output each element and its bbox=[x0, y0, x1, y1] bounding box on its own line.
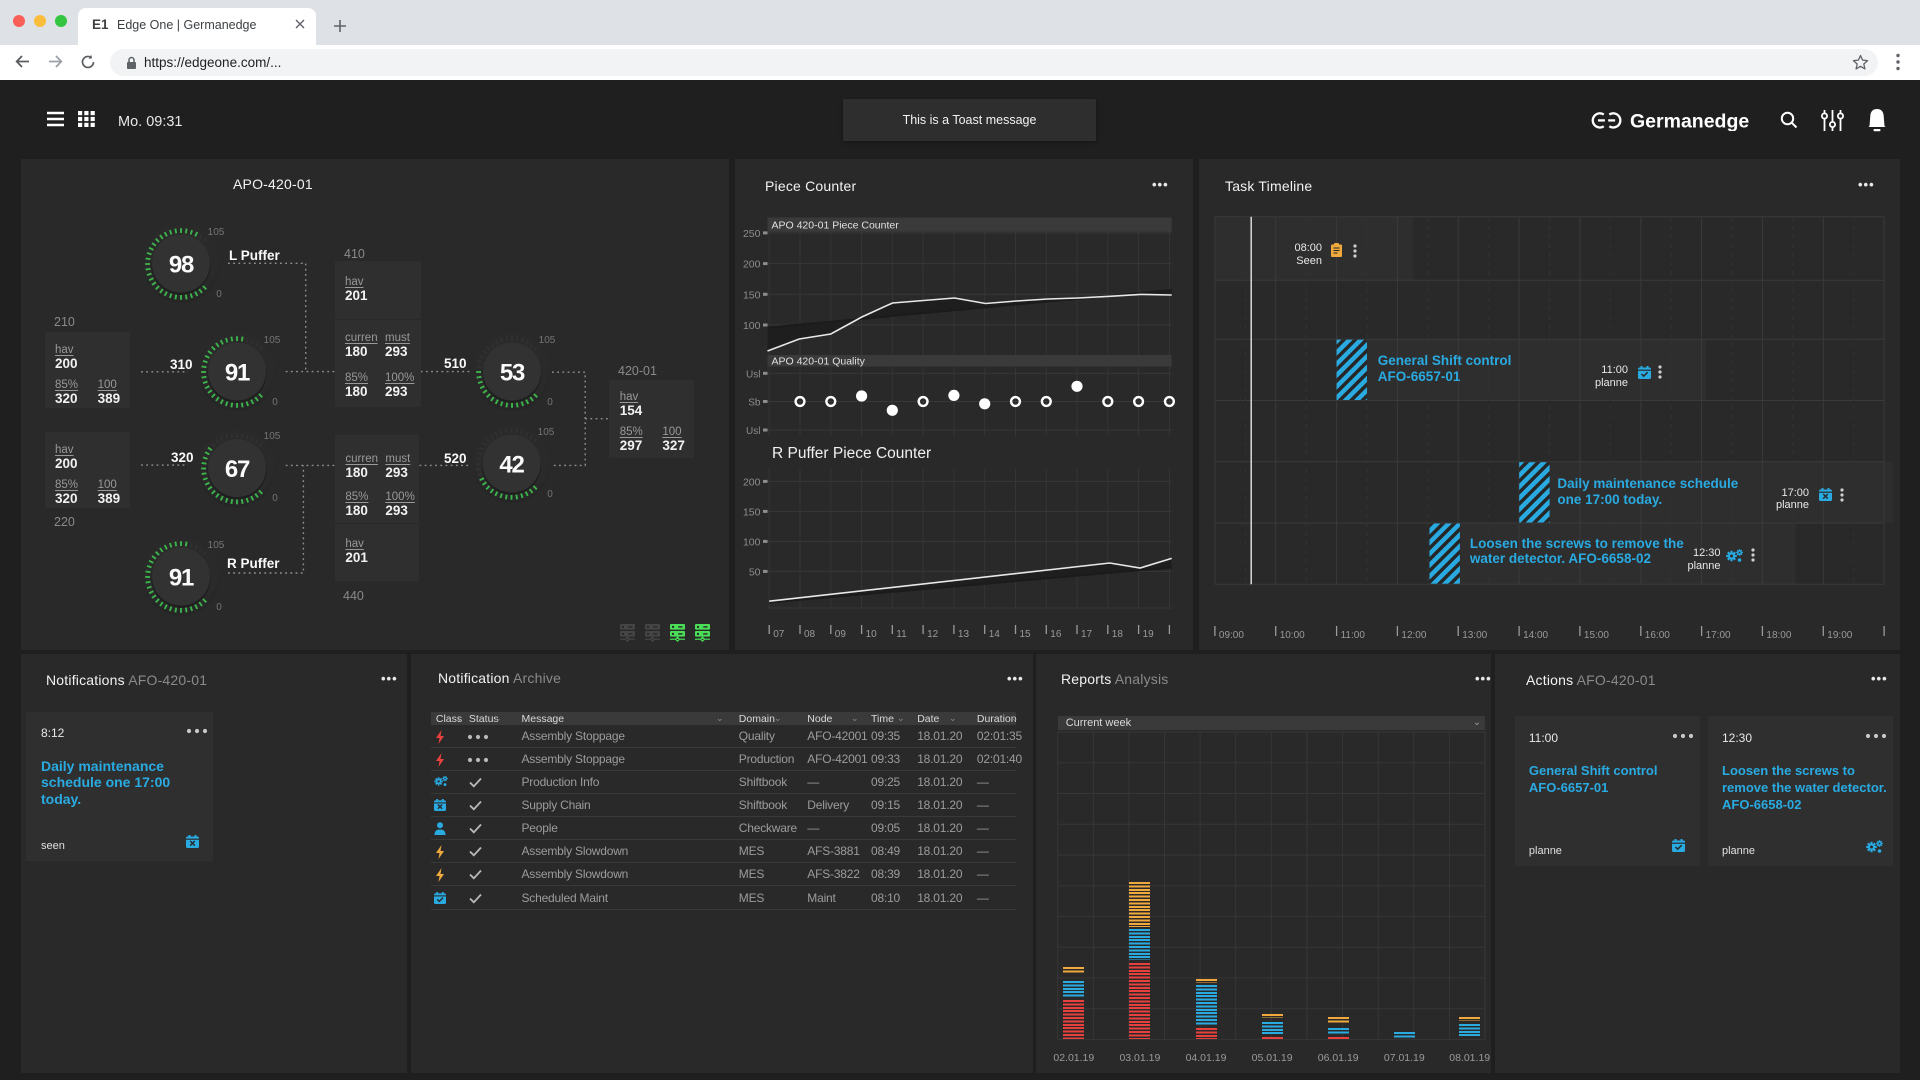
svg-text:17:00: 17:00 bbox=[1706, 630, 1731, 641]
svg-text:42: 42 bbox=[499, 452, 524, 479]
svg-text:13:00: 13:00 bbox=[1462, 630, 1487, 641]
svg-text:17: 17 bbox=[1081, 629, 1093, 640]
svg-text:09:00: 09:00 bbox=[1219, 630, 1244, 641]
svg-text:250: 250 bbox=[743, 228, 761, 240]
svg-text:0: 0 bbox=[272, 493, 278, 504]
svg-text:16:00: 16:00 bbox=[1645, 630, 1670, 641]
svg-text:14: 14 bbox=[989, 629, 1001, 640]
svg-text:105: 105 bbox=[538, 427, 555, 438]
svg-text:Usl: Usl bbox=[746, 369, 760, 380]
svg-text:07: 07 bbox=[773, 629, 785, 640]
svg-text:APO 420-01 Piece Counter: APO 420-01 Piece Counter bbox=[772, 220, 900, 232]
svg-text:11:00: 11:00 bbox=[1341, 630, 1366, 641]
svg-text:19: 19 bbox=[1143, 629, 1155, 640]
svg-text:11: 11 bbox=[896, 629, 907, 640]
svg-text:100: 100 bbox=[743, 320, 761, 332]
svg-text:R Puffer Piece Counter: R Puffer Piece Counter bbox=[772, 445, 931, 462]
svg-text:91: 91 bbox=[225, 360, 250, 387]
svg-text:150: 150 bbox=[743, 289, 761, 301]
svg-text:100: 100 bbox=[743, 536, 761, 548]
svg-text:105: 105 bbox=[208, 227, 225, 238]
svg-text:18: 18 bbox=[1112, 629, 1124, 640]
svg-text:91: 91 bbox=[169, 565, 194, 592]
svg-text:0: 0 bbox=[216, 289, 222, 300]
svg-text:10:00: 10:00 bbox=[1280, 630, 1305, 641]
svg-text:0: 0 bbox=[216, 602, 222, 613]
svg-text:105: 105 bbox=[264, 431, 281, 442]
svg-text:98: 98 bbox=[169, 252, 194, 279]
svg-text:12: 12 bbox=[927, 629, 939, 640]
svg-text:18:00: 18:00 bbox=[1766, 630, 1791, 641]
svg-text:0: 0 bbox=[272, 397, 278, 408]
svg-text:200: 200 bbox=[743, 259, 761, 271]
svg-text:67: 67 bbox=[225, 456, 250, 483]
svg-text:12:00: 12:00 bbox=[1401, 630, 1426, 641]
svg-text:09: 09 bbox=[835, 629, 847, 640]
svg-text:105: 105 bbox=[208, 540, 225, 551]
svg-text:15:00: 15:00 bbox=[1584, 630, 1609, 641]
svg-text:200: 200 bbox=[743, 476, 761, 488]
svg-text:50: 50 bbox=[749, 566, 761, 578]
svg-text:14:00: 14:00 bbox=[1523, 630, 1548, 641]
svg-text:105: 105 bbox=[264, 335, 281, 346]
svg-text:53: 53 bbox=[500, 360, 525, 387]
svg-text:150: 150 bbox=[743, 506, 761, 518]
svg-text:10: 10 bbox=[866, 629, 878, 640]
svg-text:13: 13 bbox=[958, 629, 970, 640]
svg-text:15: 15 bbox=[1020, 629, 1032, 640]
svg-text:16: 16 bbox=[1050, 629, 1062, 640]
svg-text:Sb: Sb bbox=[748, 398, 761, 409]
svg-text:0: 0 bbox=[547, 489, 553, 500]
svg-text:Germanedge: Germanedge bbox=[1630, 111, 1749, 132]
svg-text:105: 105 bbox=[539, 335, 556, 346]
svg-text:APO 420-01 Quality: APO 420-01 Quality bbox=[772, 356, 866, 368]
svg-text:Usl: Usl bbox=[746, 426, 760, 437]
svg-text:08: 08 bbox=[804, 629, 816, 640]
svg-text:0: 0 bbox=[547, 397, 553, 408]
svg-text:19:00: 19:00 bbox=[1827, 630, 1852, 641]
